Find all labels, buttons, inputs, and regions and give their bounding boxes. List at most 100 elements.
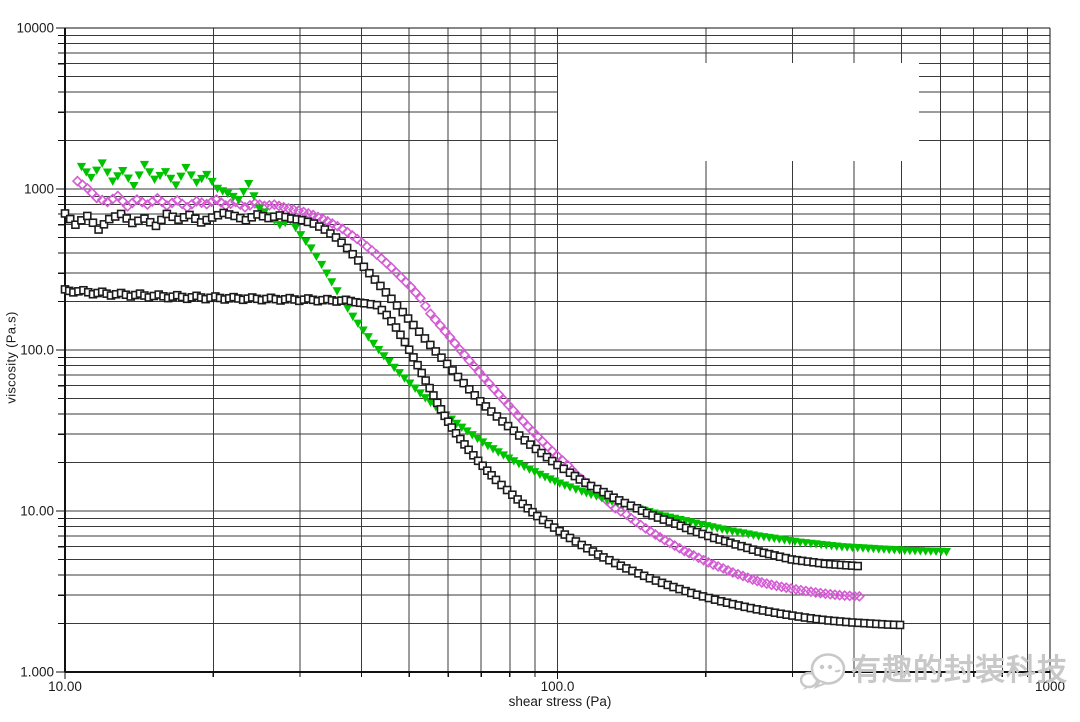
data-point-square bbox=[414, 327, 424, 337]
data-point-triangle bbox=[452, 419, 462, 429]
data-point-triangle bbox=[420, 394, 430, 403]
data-point-square bbox=[409, 353, 418, 362]
data-point-diamond bbox=[507, 404, 519, 416]
data-point-triangle bbox=[171, 181, 181, 190]
data-point-square bbox=[122, 214, 132, 223]
data-point-square bbox=[403, 314, 413, 323]
data-point-square bbox=[77, 216, 86, 225]
data-point-square bbox=[853, 561, 863, 571]
data-point-square bbox=[442, 359, 452, 369]
data-point-diamond bbox=[669, 540, 681, 552]
data-point-square bbox=[359, 262, 369, 272]
data-point-triangle bbox=[472, 434, 483, 444]
data-point-diamond bbox=[414, 292, 427, 304]
data-point-square bbox=[425, 383, 434, 393]
data-point-triangle bbox=[483, 441, 493, 451]
data-point-triangle bbox=[123, 174, 133, 183]
data-point-square bbox=[409, 320, 418, 330]
data-point-square bbox=[337, 238, 346, 248]
data-point-square bbox=[387, 294, 396, 304]
data-point-triangle bbox=[166, 174, 176, 184]
data-point-diamond bbox=[346, 229, 358, 241]
x-tick-label: 100.0 bbox=[541, 679, 575, 694]
data-point-square bbox=[417, 368, 427, 378]
data-point-triangle bbox=[176, 172, 186, 182]
y-axis-title: viscosity (Pa.s) bbox=[3, 311, 19, 404]
data-point-triangle bbox=[92, 166, 102, 176]
data-point-triangle bbox=[102, 168, 113, 177]
data-point-diamond bbox=[366, 244, 378, 257]
data-point-triangle bbox=[363, 333, 373, 342]
data-point-triangle bbox=[327, 278, 337, 287]
data-point-triangle bbox=[244, 180, 254, 189]
data-point-square bbox=[437, 353, 446, 362]
data-point-triangle bbox=[311, 252, 321, 262]
data-point-square bbox=[381, 288, 391, 297]
data-point-triangle bbox=[108, 177, 118, 186]
y-tick-label: 1000 bbox=[24, 182, 54, 197]
data-point-diamond bbox=[468, 360, 480, 372]
data-point-triangle bbox=[519, 462, 529, 472]
x-tick-label: 10.00 bbox=[48, 679, 82, 694]
data-point-triangle bbox=[238, 187, 249, 197]
data-point-square bbox=[509, 426, 519, 436]
data-point-square bbox=[453, 372, 463, 382]
data-point-diamond bbox=[434, 319, 446, 332]
data-point-triangle bbox=[425, 398, 436, 407]
data-point-triangle bbox=[81, 168, 91, 177]
data-point-square bbox=[151, 221, 161, 231]
data-point-diamond bbox=[206, 196, 218, 208]
data-point-triangle bbox=[160, 168, 171, 177]
data-point-triangle bbox=[530, 468, 540, 477]
data-point-square bbox=[382, 310, 392, 320]
data-point-square bbox=[518, 499, 527, 509]
data-point-triangle bbox=[457, 423, 467, 432]
data-point-diamond bbox=[644, 525, 657, 537]
data-point-diamond bbox=[71, 175, 83, 187]
data-point-square bbox=[157, 215, 166, 225]
data-point-square bbox=[94, 225, 103, 234]
data-point-square bbox=[392, 301, 402, 310]
data-point-diamond bbox=[326, 218, 338, 230]
data-point-square bbox=[895, 620, 905, 630]
data-point-square bbox=[459, 378, 468, 388]
data-point-diamond bbox=[483, 377, 495, 389]
data-point-square bbox=[83, 211, 92, 221]
data-point-square bbox=[377, 305, 387, 315]
data-point-diamond bbox=[493, 388, 505, 400]
data-point-triangle bbox=[207, 177, 217, 187]
data-point-triangle bbox=[202, 170, 212, 180]
data-point-diamond bbox=[688, 549, 700, 561]
data-point-square bbox=[116, 209, 126, 219]
data-point-triangle bbox=[332, 287, 342, 296]
y-tick-label: 1.000 bbox=[20, 665, 54, 680]
data-point-triangle bbox=[493, 448, 503, 457]
data-point-diamond bbox=[640, 522, 652, 534]
data-point-square bbox=[464, 445, 473, 455]
data-point-diamond bbox=[527, 425, 539, 438]
data-point-triangle bbox=[524, 465, 535, 474]
data-point-triangle bbox=[488, 445, 498, 454]
data-point-triangle bbox=[368, 339, 379, 349]
data-point-square bbox=[365, 268, 374, 278]
data-point-triangle bbox=[353, 319, 363, 328]
data-point-square bbox=[520, 435, 530, 445]
data-point-triangle bbox=[249, 192, 259, 201]
data-point-triangle bbox=[509, 457, 519, 466]
data-point-triangle bbox=[389, 363, 399, 373]
data-point-diamond bbox=[351, 233, 363, 245]
data-point-diamond bbox=[405, 281, 417, 293]
data-point-triangle bbox=[306, 244, 316, 253]
data-point-square bbox=[426, 340, 435, 350]
data-point-diamond bbox=[151, 192, 163, 204]
data-point-square bbox=[404, 345, 414, 355]
data-point-diamond bbox=[512, 410, 524, 422]
data-point-triangle bbox=[275, 221, 285, 230]
data-point-square bbox=[396, 330, 405, 340]
data-point-square bbox=[71, 220, 80, 230]
data-point-diamond bbox=[635, 519, 647, 531]
data-point-square bbox=[497, 480, 506, 490]
data-point-square bbox=[487, 470, 496, 480]
data-point-square bbox=[372, 300, 382, 310]
data-point-square bbox=[478, 461, 487, 471]
